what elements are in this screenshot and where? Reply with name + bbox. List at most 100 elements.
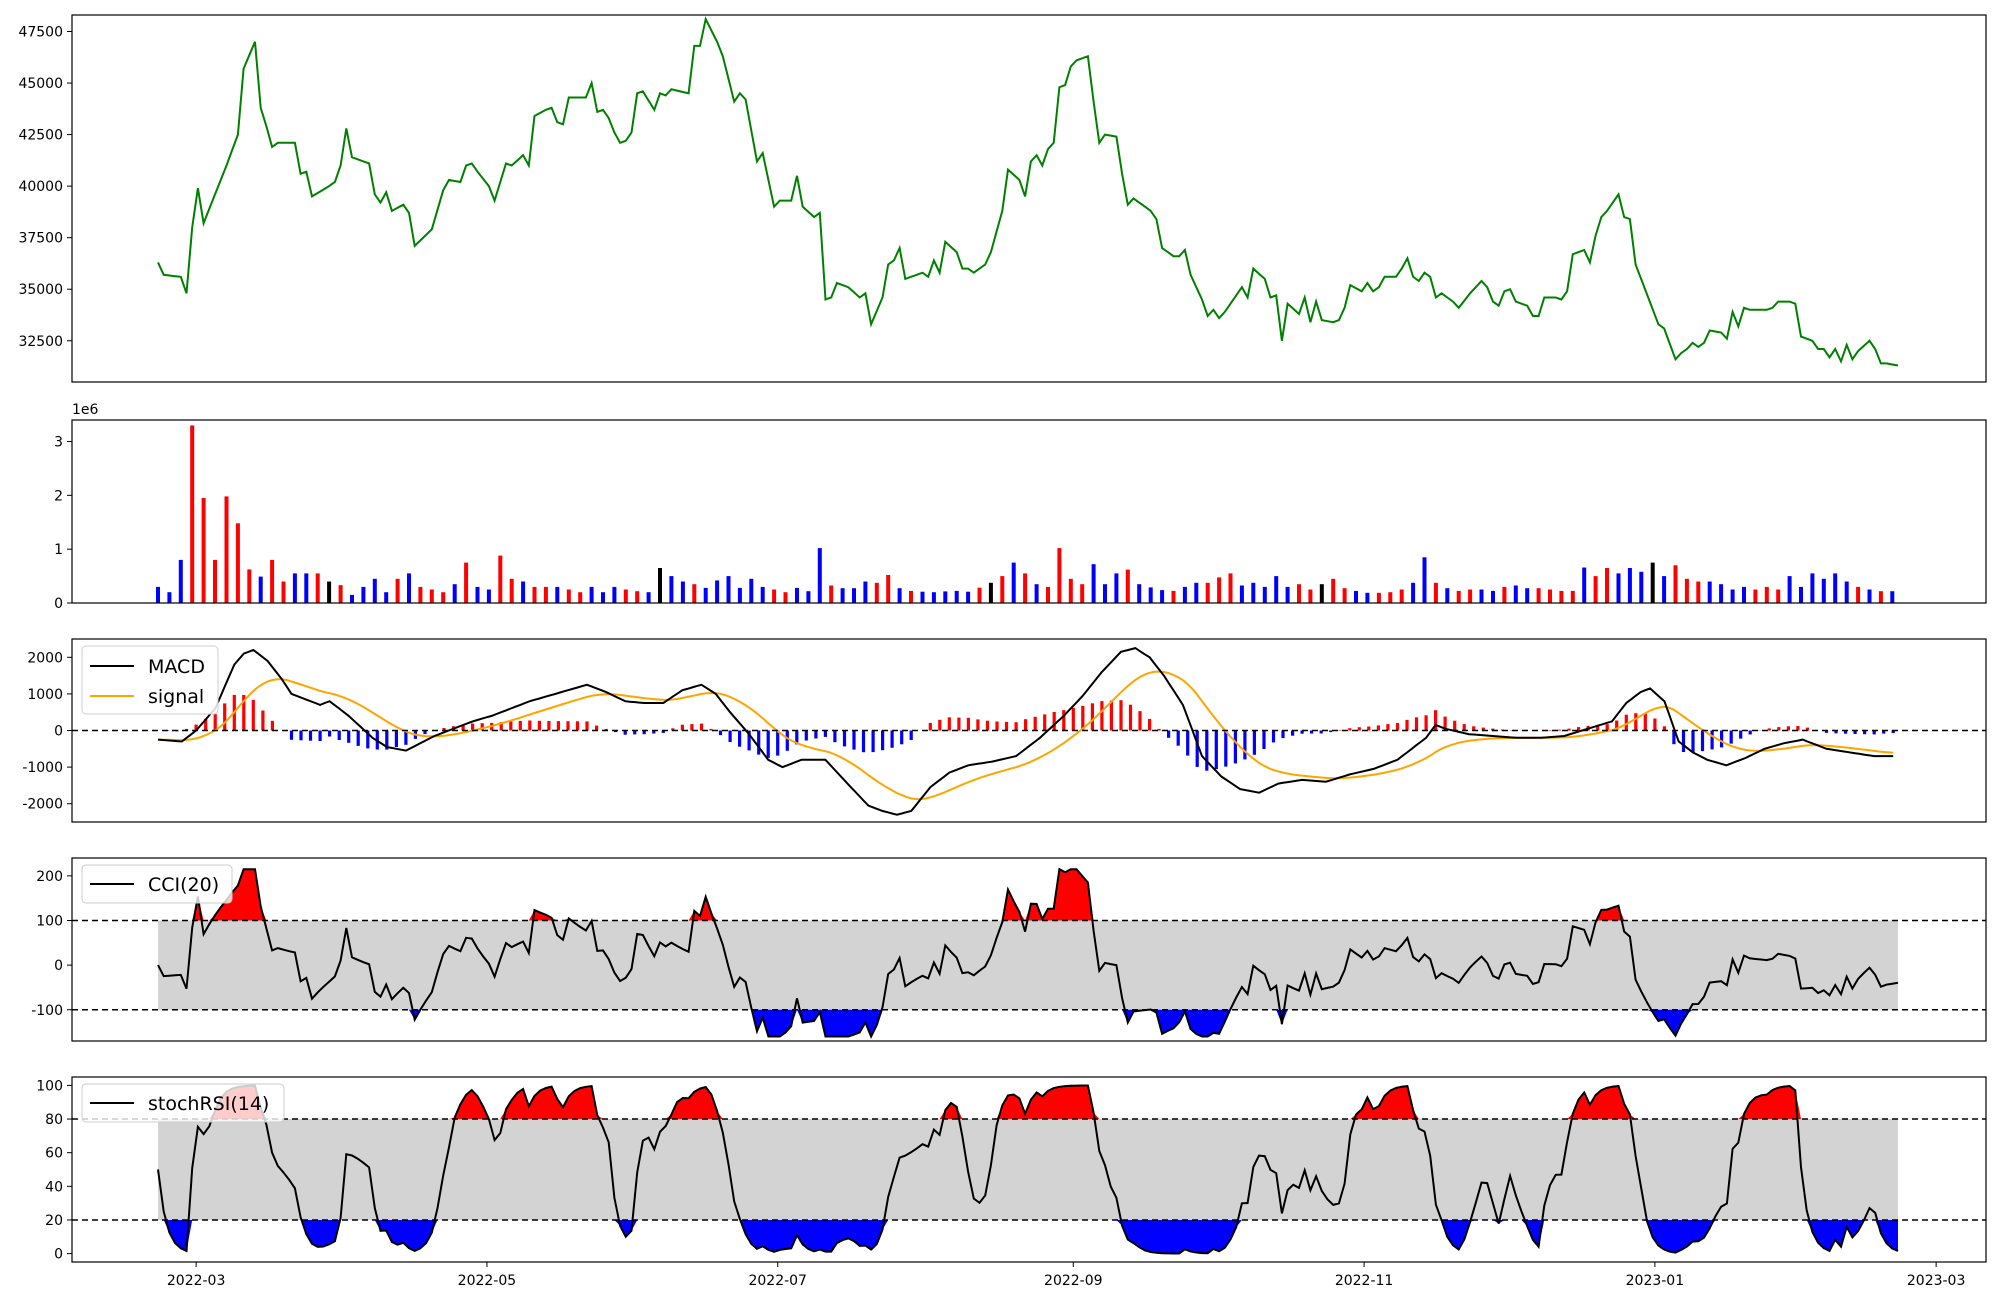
volume-bar [590, 587, 594, 603]
volume-bar [1149, 587, 1153, 603]
macd-histogram-bar [1701, 731, 1704, 752]
macd-legend-label: MACD [148, 656, 205, 678]
volume-bar [795, 588, 799, 603]
x-tick-label: 2022-05 [458, 1273, 517, 1289]
macd-histogram-bar [967, 718, 970, 731]
volume-bar [635, 591, 639, 603]
volume-bar [213, 560, 217, 603]
volume-bar [681, 582, 685, 604]
volume-bar [1776, 590, 1780, 604]
volume-bar [669, 576, 673, 603]
volume-bar [167, 592, 171, 603]
volume-bar [1263, 587, 1267, 603]
volume-bar [989, 583, 993, 603]
macd-histogram-bar [776, 731, 779, 756]
volume-bar [327, 582, 331, 604]
volume-bar [898, 588, 902, 603]
volume-bar [1445, 588, 1449, 603]
macd-histogram-bar [1415, 717, 1418, 730]
volume-bar [978, 588, 982, 603]
macd-histogram-bar [729, 731, 732, 743]
macd-histogram-bar [852, 731, 855, 750]
macd-histogram-bar [1634, 713, 1637, 730]
volume-bar [533, 587, 537, 603]
x-tick-label: 2023-03 [1907, 1273, 1966, 1289]
volume-bar [966, 592, 970, 603]
price-y-tick-label: 35000 [18, 282, 63, 298]
volume-bar [430, 590, 434, 604]
macd-histogram-bar [1329, 731, 1332, 733]
macd-histogram-bar [299, 731, 302, 741]
macd-histogram-bar [1243, 731, 1246, 760]
volume-bar [236, 523, 240, 603]
macd-histogram-bar [1138, 711, 1141, 730]
volume-bar [1172, 591, 1176, 603]
volume-y-tick-label: 2 [54, 488, 63, 504]
volume-bar [1286, 587, 1290, 603]
macd-histogram-bar [1091, 703, 1094, 730]
volume-bar [1480, 590, 1484, 604]
volume-bar [909, 591, 913, 603]
macd-histogram-bar [843, 731, 846, 747]
x-tick-label: 2023-01 [1626, 1273, 1685, 1289]
volume-bar [453, 584, 457, 603]
volume-bar [1810, 573, 1814, 603]
volume-bar [1651, 563, 1655, 603]
cci-legend: CCI(20) [82, 865, 232, 903]
macd-histogram-bar [1005, 722, 1008, 731]
volume-bar [476, 587, 480, 603]
volume-bar [1434, 583, 1438, 603]
volume-y-tick-label: 0 [54, 596, 63, 612]
x-tick-label: 2022-09 [1044, 1273, 1103, 1289]
macd-histogram-bar [1425, 715, 1428, 730]
volume-bar [1731, 590, 1735, 604]
macd-histogram-bar [1606, 724, 1609, 730]
volume-bar [1126, 570, 1130, 603]
macd-histogram-bar [1205, 731, 1208, 771]
volume-bar [1617, 573, 1621, 603]
macd-histogram-bar [1711, 731, 1714, 750]
macd-histogram-bar [1653, 719, 1656, 731]
volume-bar [225, 496, 229, 603]
volume-bar [282, 582, 286, 604]
macd-histogram-bar [719, 731, 722, 736]
macd-histogram-bar [1396, 723, 1399, 731]
volume-bar [441, 592, 445, 603]
volume-bar [1457, 591, 1461, 603]
volume-bar [1890, 591, 1894, 603]
macd-histogram-bar [805, 731, 808, 741]
volume-bar [1160, 590, 1164, 603]
volume-bar [1035, 584, 1039, 603]
volume-bar [738, 588, 742, 603]
volume-bar [1525, 588, 1529, 603]
volume-bar [487, 590, 491, 604]
stochrsi-legend-label: stochRSI(14) [148, 1093, 269, 1115]
volume-bar [932, 592, 936, 603]
volume-bar [304, 573, 308, 603]
macd-histogram-bar [1062, 710, 1065, 730]
volume-bar [1229, 573, 1233, 603]
macd-histogram-bar [891, 731, 894, 748]
volume-bar [863, 582, 867, 604]
macd-histogram-bar [1186, 731, 1189, 756]
macd-histogram-bar [566, 721, 569, 730]
volume-bar [1514, 586, 1518, 604]
volume-bar [784, 592, 788, 603]
macd-histogram-bar [1177, 731, 1180, 746]
macd-y-tick-label: 0 [54, 724, 63, 740]
macd-histogram-bar [1053, 712, 1056, 731]
macd-histogram-bar [395, 731, 398, 748]
signal-legend-label: signal [148, 686, 204, 708]
volume-bar [1719, 584, 1723, 603]
macd-histogram-bar [509, 721, 512, 730]
macd-histogram-bar [1253, 731, 1256, 755]
volume-bar [1194, 583, 1198, 603]
volume-bar [886, 575, 890, 603]
macd-histogram-bar [1148, 719, 1151, 731]
volume-bar [259, 577, 263, 603]
volume-bar [1468, 590, 1472, 604]
macd-histogram-bar [995, 722, 998, 731]
volume-bar [1103, 584, 1107, 603]
